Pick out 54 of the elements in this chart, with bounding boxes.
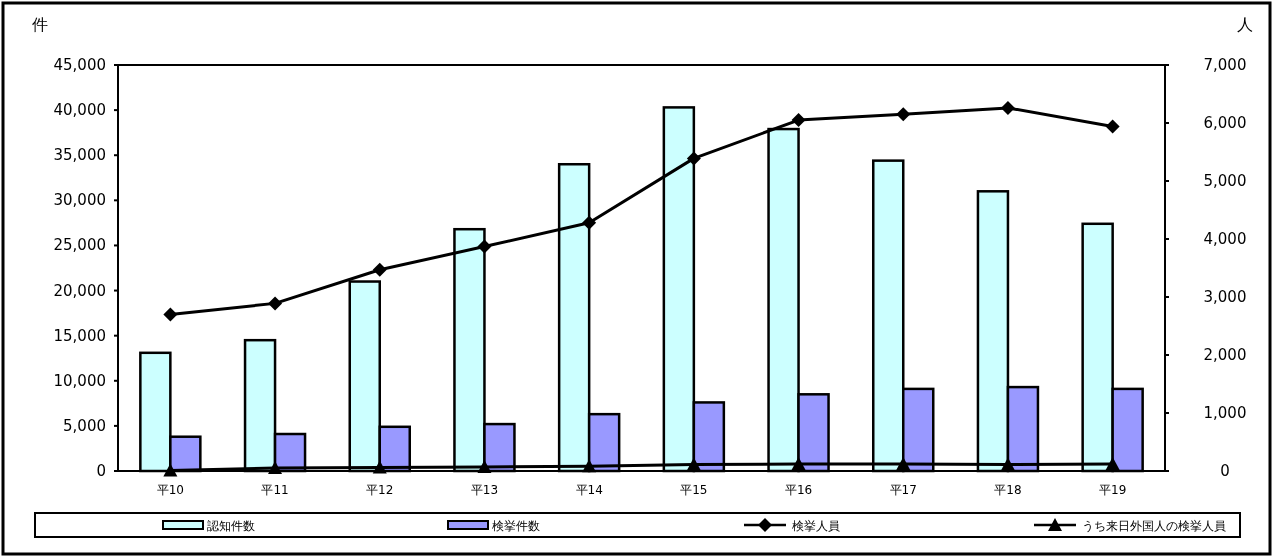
y-axis-title: 件 xyxy=(32,15,48,34)
y2-tick-label: 3,000 xyxy=(1203,288,1247,306)
x-tick-label: 平17 xyxy=(889,483,917,497)
x-tick-label: 平18 xyxy=(994,483,1022,497)
x-tick-label: 平11 xyxy=(261,483,289,497)
point xyxy=(1000,457,1015,471)
y-tick-label: 45,000 xyxy=(53,56,106,74)
point xyxy=(372,262,387,277)
y-tick-label: 40,000 xyxy=(53,101,106,120)
legend-label: 検挙件数 xyxy=(492,519,540,533)
x-tick-label: 平15 xyxy=(680,483,708,497)
point xyxy=(896,107,911,122)
y-tick-label: 5,000 xyxy=(63,416,106,435)
point xyxy=(163,307,178,322)
y-tick-label: 35,000 xyxy=(53,146,106,165)
point xyxy=(686,151,701,166)
point xyxy=(1105,457,1120,471)
y2-tick-label: 5,000 xyxy=(1203,172,1247,190)
y2-tick-label: 1,000 xyxy=(1203,404,1247,422)
y-tick-label: 15,000 xyxy=(53,326,106,345)
legend-label: 認知件数 xyxy=(207,519,255,533)
x-tick-label: 平19 xyxy=(1099,483,1127,497)
y2-tick-label: 6,000 xyxy=(1203,114,1247,132)
y-tick-label: 25,000 xyxy=(53,236,106,255)
y-tick-label: 10,000 xyxy=(53,371,106,390)
point xyxy=(582,215,597,230)
point xyxy=(477,459,492,473)
legend-label: 検挙人員 xyxy=(792,519,840,533)
x-tick-label: 平16 xyxy=(784,483,813,497)
point xyxy=(686,457,701,471)
point xyxy=(582,459,597,473)
y2-tick-label: 0 xyxy=(1220,462,1230,480)
point xyxy=(791,457,806,471)
point xyxy=(477,239,492,254)
point xyxy=(372,460,387,474)
y-tick-label: 20,000 xyxy=(53,281,106,300)
x-tick-label: 平10 xyxy=(156,483,184,497)
x-tick-label: 平14 xyxy=(575,483,603,497)
point xyxy=(163,463,178,477)
point xyxy=(1105,119,1120,134)
point xyxy=(268,296,283,311)
y2-axis-title: 人 xyxy=(1237,15,1253,34)
x-tick-label: 平13 xyxy=(470,483,499,497)
point xyxy=(791,113,806,128)
y2-tick-label: 4,000 xyxy=(1203,230,1247,248)
y-tick-label: 0 xyxy=(96,462,106,480)
point xyxy=(268,461,283,475)
y2-tick-label: 7,000 xyxy=(1203,56,1247,74)
y2-tick-label: 2,000 xyxy=(1203,346,1247,364)
legend-label: うち来日外国人の検挙人員 xyxy=(1082,519,1226,533)
point xyxy=(896,457,911,471)
point xyxy=(1000,100,1015,115)
x-tick-label: 平12 xyxy=(366,483,394,497)
y-tick-label: 30,000 xyxy=(53,191,106,210)
